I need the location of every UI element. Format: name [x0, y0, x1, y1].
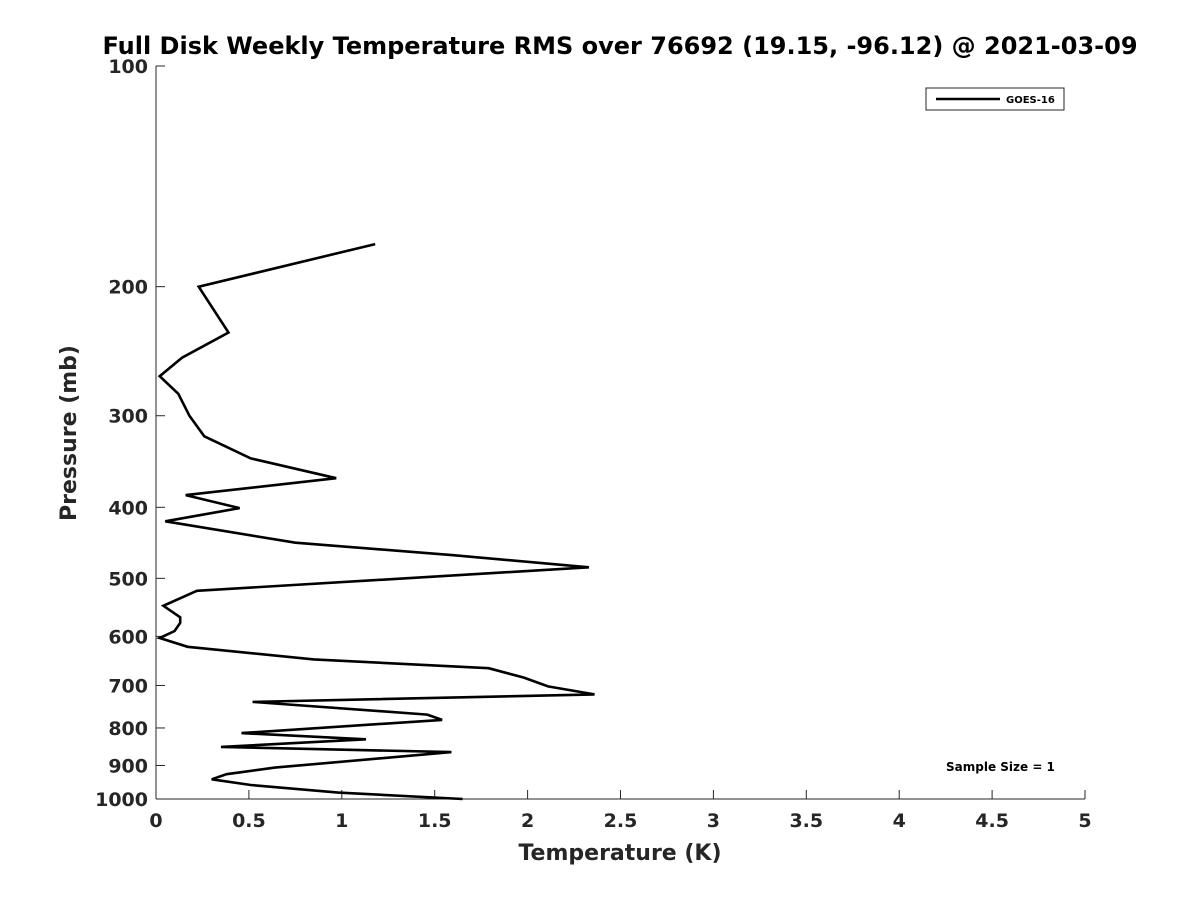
y-tick-label: 300: [108, 406, 148, 428]
x-tick-label: 0: [149, 810, 162, 832]
x-tick-label: 5: [1078, 810, 1091, 832]
x-tick-label: 3.5: [789, 810, 823, 832]
plot-axes: [155, 66, 1085, 800]
x-tick-label: 0.5: [232, 810, 266, 832]
y-tick-label: 800: [108, 718, 148, 740]
sample-size-annotation: Sample Size = 1: [946, 760, 1055, 774]
y-tick-label: 600: [108, 626, 148, 648]
x-tick-label: 4.5: [975, 810, 1009, 832]
x-tick-label: 4: [893, 810, 906, 832]
y-axis-label: Pressure (mb): [57, 345, 82, 521]
series-line-goes-16: [156, 242, 595, 801]
y-tick-label: 100: [108, 56, 148, 78]
y-tick-label: 900: [108, 755, 148, 777]
legend-label-goes-16: GOES-16: [1006, 95, 1055, 106]
x-axis-label: Temperature (K): [518, 841, 721, 866]
y-tick-label: 500: [108, 568, 148, 590]
y-tick-label: 200: [108, 277, 148, 299]
x-tick-label: 2: [521, 810, 534, 832]
x-tick-label: 1.5: [418, 810, 452, 832]
y-tick-label: 1000: [95, 789, 148, 811]
axis-ticks: 0 0.5 1 1.5 2 2.5 3 3.5 4 4.5 5 100 200 300 400 500 600 7…: [95, 56, 1092, 832]
x-tick-label: 2.5: [604, 810, 638, 832]
y-tick-label: 400: [108, 497, 148, 519]
x-tick-label: 3: [707, 810, 720, 832]
legend: GOES-16: [925, 87, 1065, 111]
x-tick-label: 1: [335, 810, 348, 832]
y-tick-label: 700: [108, 675, 148, 697]
chart-title: Full Disk Weekly Temperature RMS over 76…: [102, 32, 1137, 60]
series-lines: [156, 242, 595, 801]
